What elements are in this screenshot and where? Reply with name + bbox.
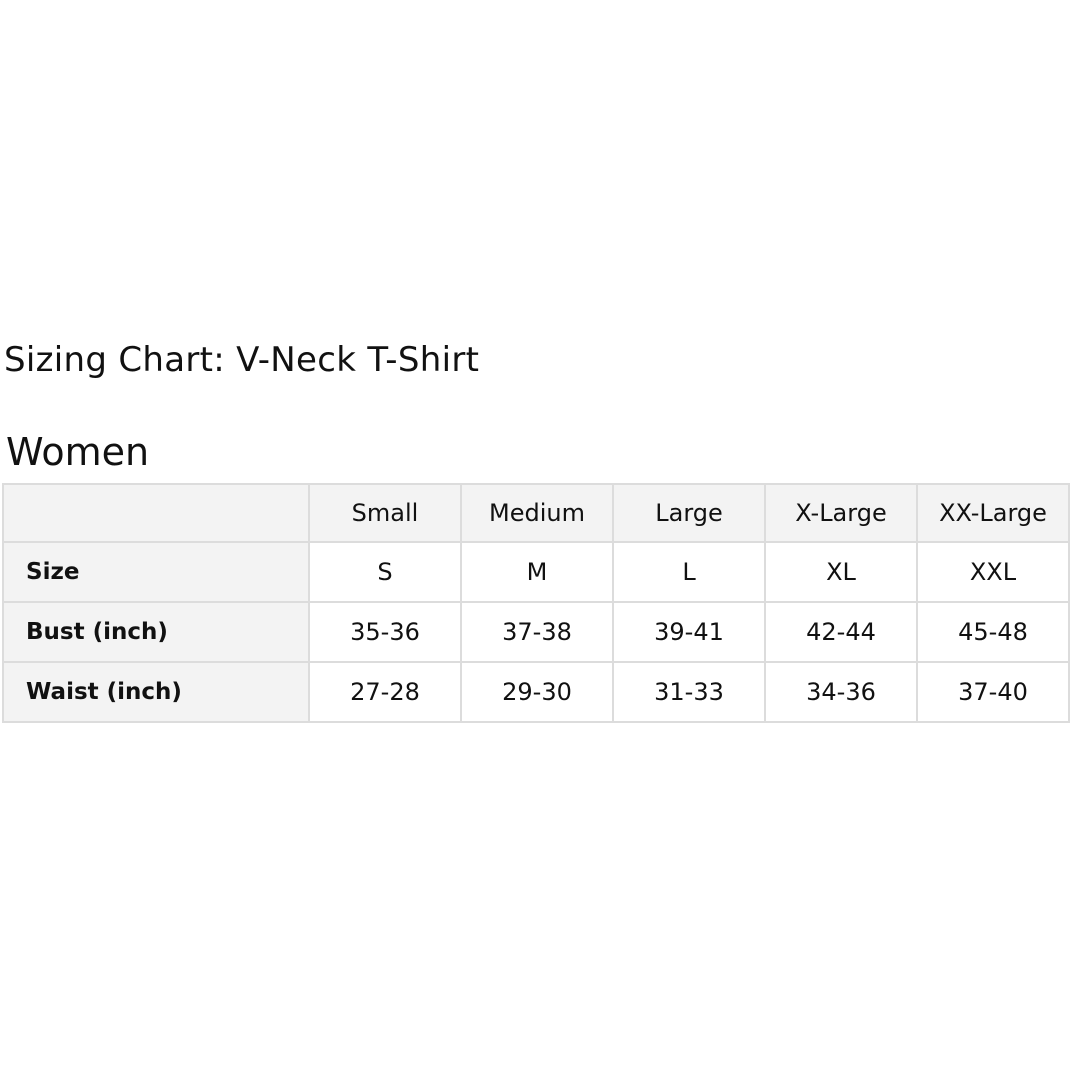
header-cell: Small <box>308 483 462 543</box>
table-cell: 27-28 <box>308 661 462 723</box>
table-cell: 37-38 <box>460 601 614 663</box>
table-cell: 39-41 <box>612 601 766 663</box>
table-cell: 34-36 <box>764 661 918 723</box>
table-cell: XXL <box>916 541 1070 603</box>
table-cell: M <box>460 541 614 603</box>
table-cell: S <box>308 541 462 603</box>
header-cell: Medium <box>460 483 614 543</box>
table-cell: XL <box>764 541 918 603</box>
row-label: Size <box>2 541 310 603</box>
table-cell: L <box>612 541 766 603</box>
size-chart-table: Small Medium Large X-Large XX-Large Size… <box>2 483 1070 723</box>
table-cell: 37-40 <box>916 661 1070 723</box>
header-cell-empty <box>2 483 310 543</box>
table-cell: 29-30 <box>460 661 614 723</box>
table-cell: 35-36 <box>308 601 462 663</box>
row-label: Waist (inch) <box>2 661 310 723</box>
table-row: Size S M L XL XXL <box>2 541 1070 603</box>
header-cell: X-Large <box>764 483 918 543</box>
header-cell: XX-Large <box>916 483 1070 543</box>
row-label: Bust (inch) <box>2 601 310 663</box>
page-title: Sizing Chart: V-Neck T-Shirt <box>4 340 480 380</box>
table-cell: 31-33 <box>612 661 766 723</box>
table-header-row: Small Medium Large X-Large XX-Large <box>2 483 1070 543</box>
table-cell: 45-48 <box>916 601 1070 663</box>
table-cell: 42-44 <box>764 601 918 663</box>
table-row: Waist (inch) 27-28 29-30 31-33 34-36 37-… <box>2 661 1070 723</box>
header-cell: Large <box>612 483 766 543</box>
table-row: Bust (inch) 35-36 37-38 39-41 42-44 45-4… <box>2 601 1070 663</box>
section-title: Women <box>6 430 150 474</box>
